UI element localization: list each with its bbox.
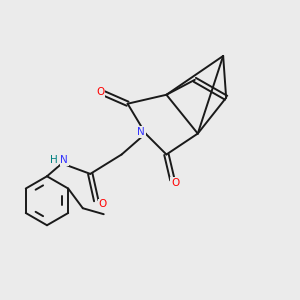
Text: N: N: [137, 127, 145, 137]
Text: O: O: [96, 87, 104, 97]
Text: N: N: [60, 155, 68, 166]
Text: O: O: [171, 178, 179, 188]
Text: O: O: [99, 199, 107, 209]
Text: H: H: [50, 155, 57, 166]
